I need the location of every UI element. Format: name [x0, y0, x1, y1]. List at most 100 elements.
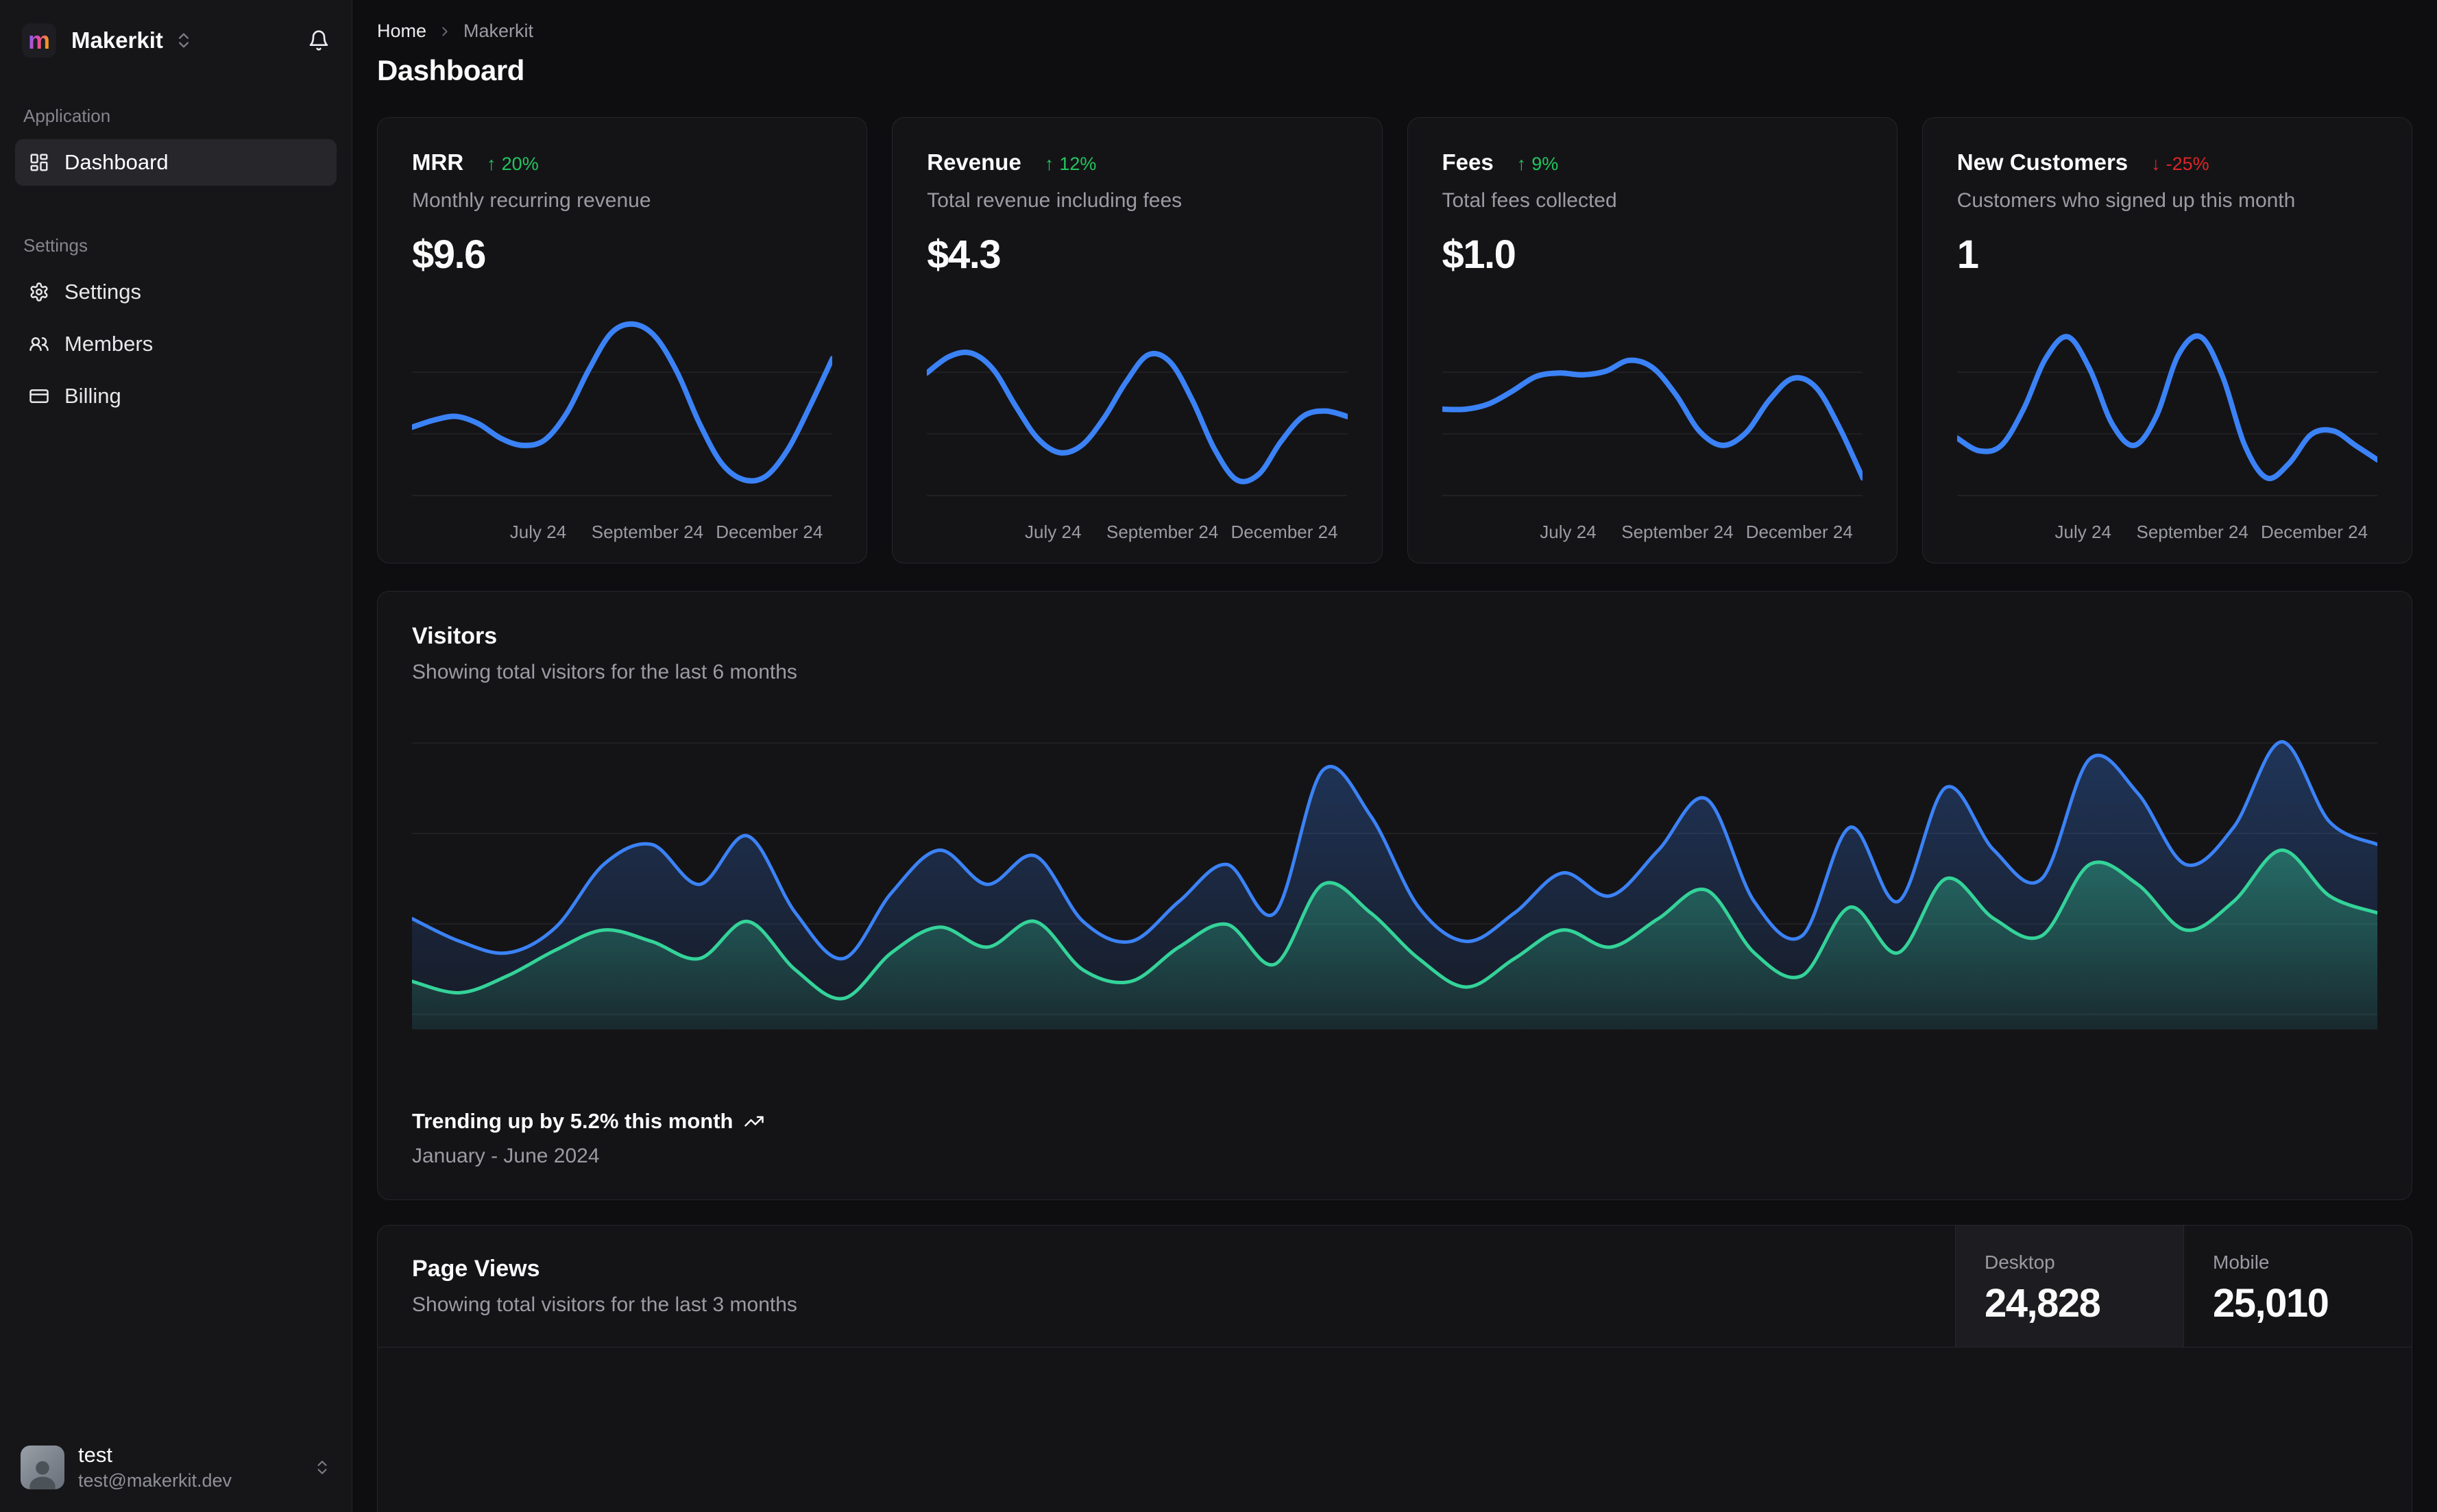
badge-value: 12%: [1059, 154, 1097, 174]
page-views-description: Showing total visitors for the last 3 mo…: [412, 1293, 797, 1316]
card-title: Fees: [1442, 149, 1494, 175]
sidebar-item-label: Settings: [64, 280, 142, 304]
stat-cards-row: MRR ↑ 20% Monthly recurring revenue $9.6…: [377, 117, 2412, 563]
makerkit-logo: m: [22, 23, 56, 58]
trend-badge: ↑ 9%: [1517, 154, 1559, 175]
breadcrumb-home-link[interactable]: Home: [377, 21, 427, 41]
logo-letter: m: [27, 26, 50, 54]
user-meta: test test@makerkit.dev: [78, 1443, 232, 1491]
axis-tick: December 24: [1230, 522, 1338, 542]
badge-value: 20%: [501, 154, 539, 174]
card-description: Total revenue including fees: [927, 189, 1183, 212]
sidebar-item-members[interactable]: Members: [15, 321, 337, 367]
card-description: Monthly recurring revenue: [412, 189, 651, 212]
user-email: test@makerkit.dev: [78, 1470, 232, 1491]
x-axis-labels: July 24 September 24 December 24: [1442, 522, 1863, 542]
chevron-right-icon: [437, 24, 452, 39]
stat-card-revenue: Revenue ↑ 12% Total revenue including fe…: [892, 117, 1383, 563]
nav-section-application: Application: [23, 106, 111, 126]
sidebar: m Makerkit Application Dashboard Setting…: [0, 0, 352, 1512]
trend-badge: ↓ -25%: [2151, 154, 2209, 175]
stat-card-new-customers: New Customers ↓ -25% Customers who signe…: [1921, 117, 2412, 563]
axis-tick: July 24: [1540, 522, 1597, 542]
tab-desktop-label: Desktop: [1985, 1252, 2055, 1273]
trend-badge: ↑ 20%: [487, 154, 539, 175]
sidebar-item-label: Dashboard: [64, 150, 169, 174]
card-title: Revenue: [927, 149, 1021, 175]
team-name: Makerkit: [71, 27, 163, 53]
trending-up-icon: [744, 1111, 764, 1132]
chevrons-up-down-icon: [313, 1459, 331, 1476]
page-views-tabs: Desktop 24,828 Mobile 25,010: [1955, 1226, 2412, 1347]
team-switcher[interactable]: m Makerkit: [15, 14, 337, 67]
visitors-date-range: January - June 2024: [412, 1145, 600, 1167]
user-name: test: [78, 1443, 112, 1467]
tab-mobile-value: 25,010: [2213, 1281, 2329, 1326]
notifications-bell-icon[interactable]: [308, 29, 330, 51]
card-value: 1: [1956, 232, 1979, 277]
tab-desktop[interactable]: Desktop 24,828: [1955, 1226, 2183, 1347]
visitors-description: Showing total visitors for the last 6 mo…: [412, 661, 797, 683]
axis-tick: July 24: [509, 522, 567, 542]
avatar: [21, 1445, 64, 1489]
x-axis-labels: July 24 September 24 December 24: [927, 522, 1347, 542]
visitors-panel: Visitors Showing total visitors for the …: [377, 591, 2412, 1200]
page-views-chart-body: [378, 1348, 2412, 1512]
sidebar-nav: Application Dashboard Settings Settings: [15, 106, 337, 1436]
user-menu[interactable]: test test@makerkit.dev: [15, 1436, 337, 1498]
card-title: MRR: [412, 149, 464, 175]
breadcrumb: Home Makerkit: [377, 21, 2412, 42]
main-content: Home Makerkit Dashboard MRR ↑ 20% Monthl…: [352, 0, 2437, 1512]
page-views-panel: Page Views Showing total visitors for th…: [377, 1225, 2412, 1512]
arrow-up-icon: ↑: [487, 154, 496, 174]
fees-sparkline-chart: [1442, 306, 1863, 512]
arrow-down-icon: ↓: [2151, 154, 2161, 174]
card-description: Total fees collected: [1442, 189, 1617, 212]
nav-section-settings: Settings: [23, 235, 88, 256]
revenue-sparkline-chart: [927, 306, 1348, 512]
page-views-bar-chart: [411, 1348, 2379, 1512]
axis-tick: September 24: [591, 522, 704, 542]
breadcrumb-current[interactable]: Makerkit: [463, 21, 534, 41]
visitors-trend-text: Trending up by 5.2% this month: [412, 1109, 733, 1133]
mrr-sparkline-chart: [412, 306, 833, 512]
sidebar-item-dashboard[interactable]: Dashboard: [15, 139, 337, 186]
sidebar-item-settings[interactable]: Settings: [15, 269, 337, 315]
arrow-up-icon: ↑: [1516, 154, 1527, 174]
card-value: $4.3: [927, 232, 1001, 277]
card-value: $1.0: [1442, 232, 1516, 277]
sidebar-item-billing[interactable]: Billing: [15, 373, 337, 419]
page-title: Dashboard: [377, 54, 524, 86]
card-description: Customers who signed up this month: [1956, 189, 2296, 212]
visitors-area-chart: [412, 728, 2377, 1029]
trend-badge: ↑ 12%: [1045, 154, 1097, 175]
axis-tick: December 24: [2260, 522, 2368, 542]
chevrons-up-down-icon: [174, 31, 193, 50]
tab-desktop-value: 24,828: [1985, 1281, 2101, 1326]
axis-tick: September 24: [1621, 522, 1734, 542]
credit-card-icon: [29, 386, 49, 406]
axis-tick: July 24: [1025, 522, 1082, 542]
card-title: New Customers: [1956, 149, 2129, 175]
gear-icon: [29, 282, 49, 302]
x-axis-labels: July 24 September 24 December 24: [412, 522, 832, 542]
users-icon: [29, 334, 49, 354]
dashboard-grid-icon: [29, 152, 49, 173]
new-customers-sparkline-chart: [1956, 306, 2377, 512]
page-views-header: Page Views Showing total visitors for th…: [378, 1226, 2412, 1348]
badge-value: 9%: [1531, 154, 1559, 174]
card-value: $9.6: [412, 232, 486, 277]
tab-mobile-label: Mobile: [2213, 1252, 2270, 1273]
tab-mobile[interactable]: Mobile 25,010: [2183, 1226, 2412, 1347]
stat-card-fees: Fees ↑ 9% Total fees collected $1.0 July…: [1407, 117, 1898, 563]
stat-card-mrr: MRR ↑ 20% Monthly recurring revenue $9.6…: [377, 117, 868, 563]
axis-tick: September 24: [1106, 522, 1219, 542]
nav-spacer: [15, 191, 337, 235]
axis-tick: December 24: [716, 522, 823, 542]
axis-tick: July 24: [2054, 522, 2111, 542]
page-views-title: Page Views: [412, 1256, 540, 1282]
arrow-up-icon: ↑: [1044, 154, 1054, 174]
x-axis-labels: July 24 September 24 December 24: [1957, 522, 2377, 542]
axis-tick: December 24: [1745, 522, 1853, 542]
